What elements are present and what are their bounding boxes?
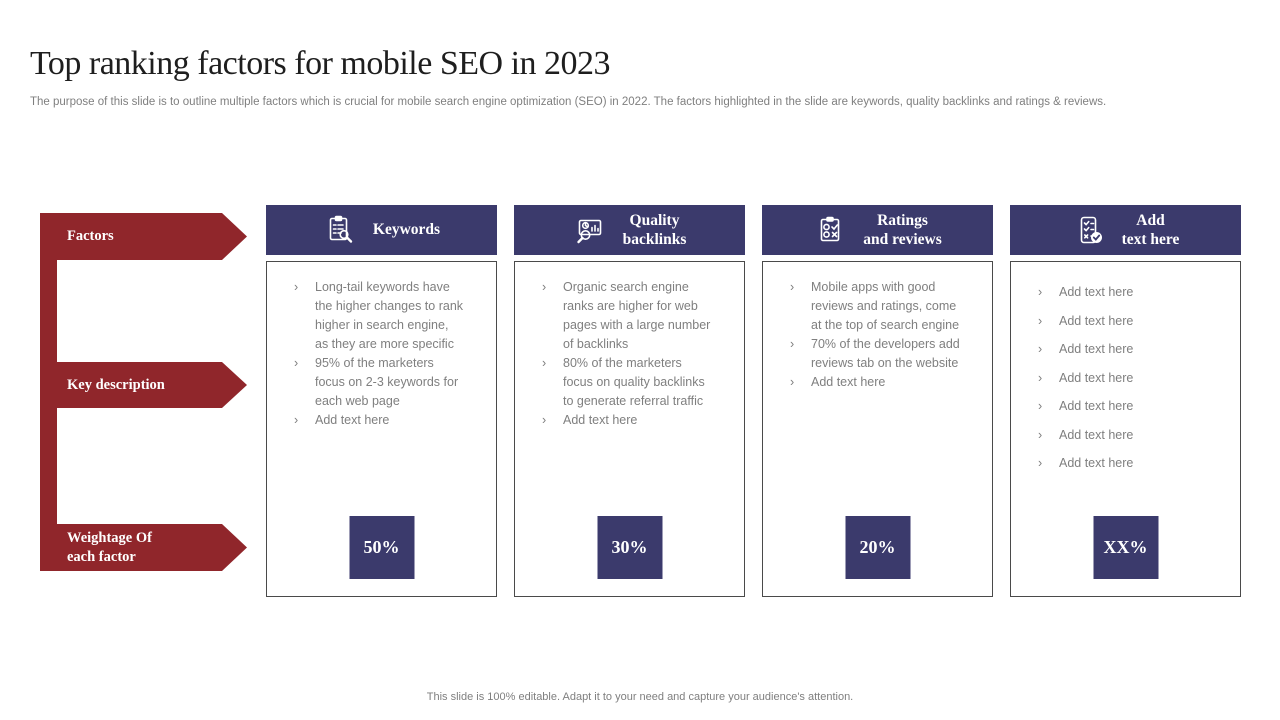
row-label-factors: Factors [40, 213, 247, 260]
bullet-list: › Mobile apps with good reviews and ratin… [763, 262, 992, 392]
row-label-text: Factors [67, 228, 114, 245]
column-body: › Mobile apps with good reviews and ratin… [762, 261, 993, 597]
bullet-item: › 95% of the marketers focus on 2-3 keywo… [294, 354, 486, 411]
clipboard-search-icon [323, 213, 357, 247]
chevron-bullet-icon: › [1038, 427, 1043, 442]
bullet-list: › Long-tail keywords have the higher chan… [267, 262, 496, 430]
chevron-bullet-icon: › [294, 413, 299, 427]
bullet-item: › Add text here [1038, 283, 1230, 302]
bullet-text: Add text here [1059, 427, 1134, 442]
bullet-text: 80% of the marketers focus on quality ba… [563, 356, 705, 408]
bullet-item: › Add text here [294, 411, 486, 430]
bullet-text: Organic search engine ranks are higher f… [563, 280, 711, 351]
factor-column-ratings-reviews: Ratings and reviews › Mobile apps with goo… [762, 205, 993, 597]
column-header: Quality backlinks [514, 205, 745, 255]
bullet-text: Add text here [1059, 370, 1134, 385]
bullet-item: › Add text here [1038, 369, 1230, 388]
column-header: Ratings and reviews [762, 205, 993, 255]
bullet-item: › Add text here [542, 411, 734, 430]
bullet-text: Add text here [1059, 456, 1134, 470]
row-label-key-description: Key description [40, 362, 247, 408]
column-body: › Long-tail keywords have the higher chan… [266, 261, 497, 597]
chevron-bullet-icon: › [1038, 399, 1043, 413]
bullet-text: Add text here [1059, 285, 1134, 299]
bullet-text: Add text here [315, 413, 390, 427]
weightage-badge: 50% [349, 516, 414, 579]
bullet-text: Add text here [811, 375, 886, 389]
bullet-item: › Add text here [790, 373, 982, 392]
bullet-list: › Organic search engine ranks are higher … [515, 262, 744, 430]
row-label-text: Key description [67, 376, 165, 393]
bullet-item: › Mobile apps with good reviews and ratin… [790, 278, 982, 335]
chevron-bullet-icon: › [790, 337, 795, 351]
phone-checklist-icon [1072, 213, 1106, 247]
chevron-bullet-icon: › [1038, 456, 1043, 470]
column-title: Quality backlinks [622, 211, 687, 248]
chevron-bullet-icon: › [1038, 285, 1043, 299]
bullet-text: Mobile apps with good reviews and rating… [811, 280, 960, 332]
row-label-text: Weightage Of each factor [67, 529, 152, 565]
column-body: › Add text here › Add text here › Add text he… [1010, 261, 1241, 597]
chevron-bullet-icon: › [294, 280, 299, 294]
bullet-item: › 70% of the developers add reviews tab o… [790, 335, 982, 373]
page-title: Top ranking factors for mobile SEO in 20… [30, 44, 611, 82]
bullet-list: › Add text here › Add text here › Add text he… [1011, 262, 1240, 473]
bullet-text: Add text here [1059, 399, 1134, 413]
slide-footer-note: This slide is 100% editable. Adapt it to… [426, 691, 854, 703]
column-header: Add text here [1010, 205, 1241, 255]
review-checklist-icon [813, 213, 847, 247]
bullet-item: › Add text here [1038, 340, 1230, 359]
weightage-badge: 20% [845, 516, 910, 579]
chevron-bullet-icon: › [790, 280, 795, 294]
column-header: Keywords [266, 205, 497, 255]
factor-column-quality-backlinks: Quality backlinks › Organic search engine … [514, 205, 745, 597]
factor-column-keywords: Keywords › Long-tail keywords have the hi… [266, 205, 497, 597]
chevron-bullet-icon: › [542, 356, 547, 370]
bullet-text: 95% of the marketers focus on 2-3 keywor… [315, 356, 459, 408]
column-body: › Organic search engine ranks are higher … [514, 261, 745, 597]
weightage-badge: XX% [1093, 516, 1158, 579]
bullet-text: Add text here [1059, 313, 1134, 328]
chart-search-icon [573, 213, 607, 247]
chevron-bullet-icon: › [1038, 313, 1043, 328]
column-title: Ratings and reviews [863, 211, 942, 248]
bullet-item: › Organic search engine ranks are higher … [542, 278, 734, 354]
chevron-bullet-icon: › [542, 413, 547, 427]
bullet-text: Long-tail keywords have the higher chang… [315, 280, 464, 351]
weightage-badge: 30% [597, 516, 662, 579]
chevron-bullet-icon: › [1038, 342, 1043, 356]
bullet-item: › Add text here [1038, 397, 1230, 416]
column-title: Keywords [372, 221, 441, 239]
bullet-text: 70% of the developers add reviews tab on… [811, 337, 960, 370]
bullet-item: › Add text here [1038, 426, 1230, 445]
chevron-bullet-icon: › [294, 356, 299, 370]
bullet-item: › 80% of the marketers focus on quality b… [542, 354, 734, 411]
bullet-text: Add text here [563, 413, 638, 427]
chevron-bullet-icon: › [1038, 370, 1043, 385]
bullet-item: › Add text here [1038, 312, 1230, 331]
bullet-text: Add text here [1059, 342, 1134, 356]
chevron-bullet-icon: › [790, 375, 795, 389]
bullet-item: › Add text here [1038, 454, 1230, 473]
chevron-bullet-icon: › [542, 280, 547, 294]
factor-column-placeholder: Add text here › Add text here › Add text her… [1010, 205, 1241, 597]
slide-subtitle: The purpose of this slide is to outline … [30, 95, 1107, 108]
row-label-weightage: Weightage Of each factor [40, 524, 247, 571]
column-title: Add text here [1121, 211, 1180, 248]
bullet-item: › Long-tail keywords have the higher chan… [294, 278, 486, 354]
